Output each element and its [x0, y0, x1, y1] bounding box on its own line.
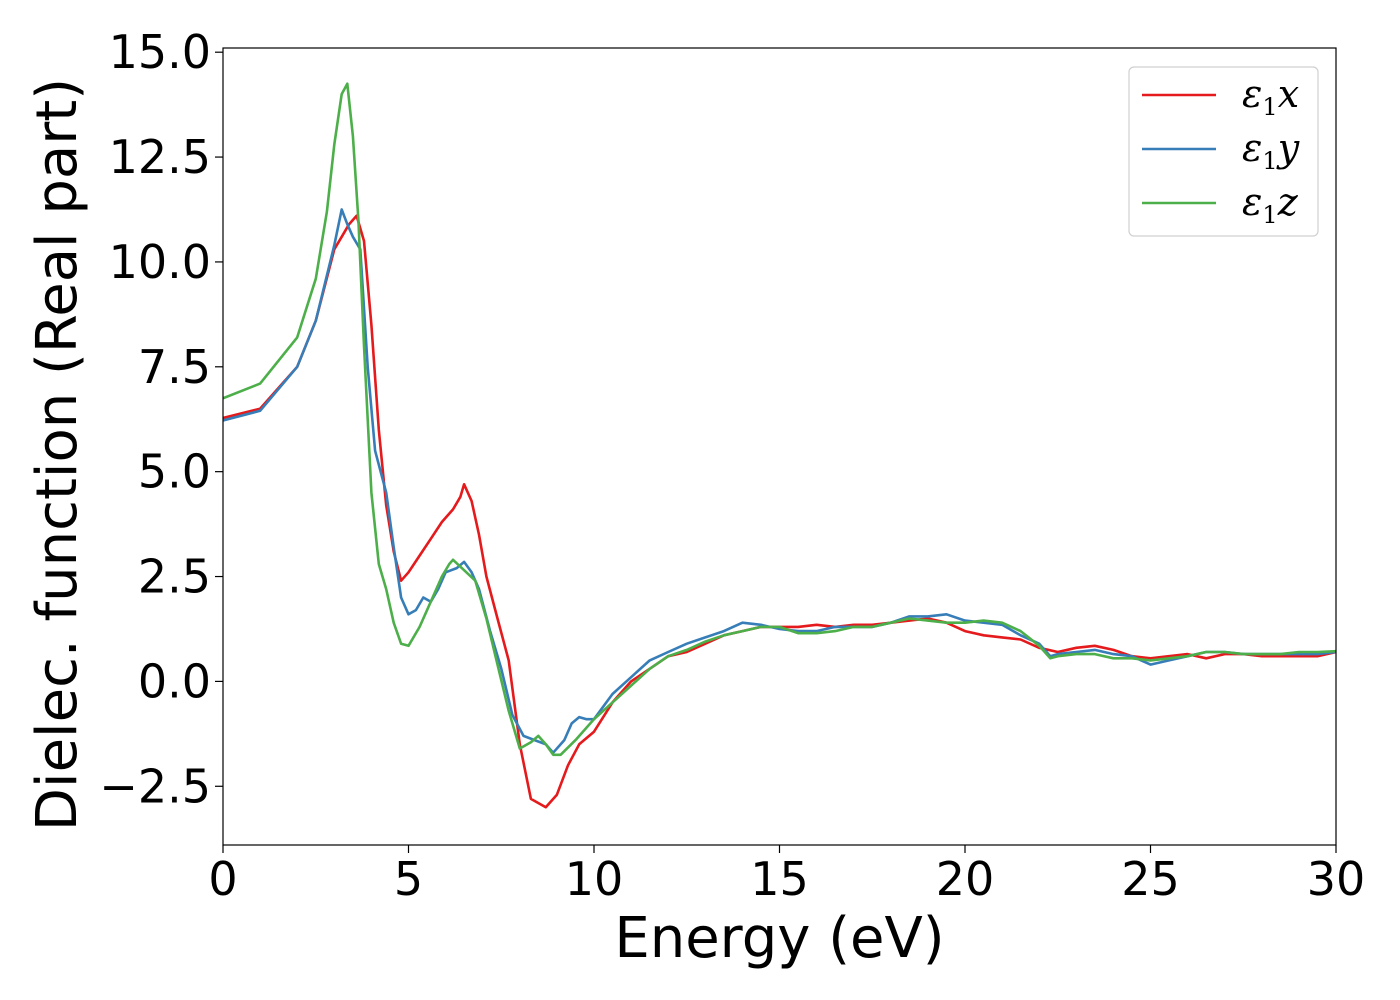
series-layer [223, 82, 1336, 809]
y-tick-label: 2.5 [138, 550, 211, 604]
y-tick-label: 5.0 [138, 445, 211, 499]
legend-label-x: ε1x [1242, 72, 1299, 121]
y-tick-label: 15.0 [109, 25, 211, 79]
legend-label-y: ε1y [1242, 126, 1300, 175]
y-axis: −2.5 0.0 2.5 5.0 7.5 10.0 12.5 15.0 [99, 25, 223, 813]
y-axis-title: Dielec. function (Real part) [25, 78, 90, 831]
series-line-y [223, 208, 1336, 754]
legend-box [1128, 66, 1319, 237]
y-tick-label: 0.0 [138, 654, 211, 708]
x-tick-label: 10 [565, 852, 624, 906]
x-tick-label: 30 [1307, 852, 1366, 906]
series-line-z [223, 82, 1336, 757]
legend-label-z: ε1z [1242, 180, 1299, 229]
x-tick-label: 5 [394, 852, 423, 906]
y-tick-label: 10.0 [109, 235, 211, 289]
y-tick-label: 12.5 [109, 130, 211, 184]
x-tick-label: 0 [208, 852, 237, 906]
x-axis-title: Energy (eV) [614, 906, 944, 971]
x-axis: 0 5 10 15 20 25 30 [208, 845, 1365, 906]
x-tick-label: 15 [750, 852, 809, 906]
x-tick-label: 25 [1121, 852, 1180, 906]
legend: ε1x ε1y ε1z [1128, 66, 1319, 237]
x-tick-label: 20 [936, 852, 995, 906]
y-tick-label: −2.5 [99, 759, 211, 813]
y-tick-label: 7.5 [138, 340, 211, 394]
